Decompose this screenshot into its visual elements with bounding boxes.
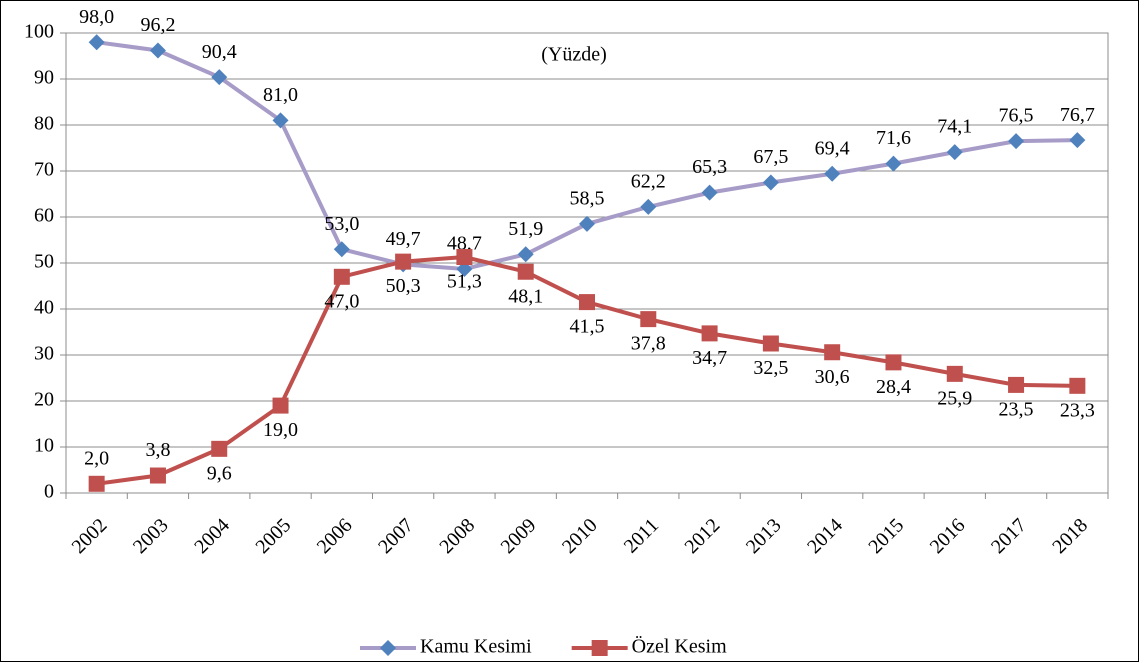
marker (1069, 377, 1086, 394)
data-label: 41,5 (570, 316, 605, 338)
legend-marker (591, 640, 608, 656)
data-label: 34,7 (692, 347, 727, 369)
annotation: (Yüzde) (541, 44, 607, 66)
data-label: 76,7 (1060, 104, 1095, 126)
marker (579, 294, 595, 311)
data-label: 65,3 (692, 156, 727, 178)
y-tick-label: 0 (44, 481, 54, 503)
data-label: 48,7 (447, 233, 482, 255)
marker (211, 69, 228, 86)
marker (824, 165, 841, 182)
y-tick-label: 20 (34, 389, 54, 411)
data-label: 51,9 (508, 218, 543, 240)
marker (333, 241, 350, 258)
legend-label: Özel Kesim (632, 635, 727, 658)
marker (1008, 133, 1025, 150)
marker (88, 475, 105, 492)
data-label: 9,6 (207, 462, 232, 484)
marker (824, 344, 841, 361)
data-label: 49,7 (386, 228, 421, 250)
y-tick-label: 60 (34, 205, 54, 227)
data-label: 23,5 (999, 398, 1034, 420)
legend-marker (380, 640, 396, 656)
data-label: 76,5 (999, 105, 1034, 127)
marker (149, 467, 166, 484)
legend-label: Kamu Kesimi (420, 636, 532, 658)
y-tick-label: 30 (34, 343, 54, 365)
y-tick-label: 80 (34, 113, 54, 135)
data-label: 23,3 (1060, 399, 1095, 421)
data-label: 81,0 (263, 84, 298, 106)
data-label: 28,4 (876, 376, 911, 398)
y-tick-label: 70 (34, 159, 54, 181)
data-label: 98,0 (79, 6, 114, 28)
data-label: 51,3 (447, 271, 482, 293)
marker (640, 198, 657, 215)
y-tick-label: 50 (34, 251, 54, 273)
data-label: 2,0 (84, 447, 109, 469)
marker (517, 263, 534, 280)
marker (579, 215, 595, 232)
y-tick-label: 100 (24, 21, 54, 43)
marker (517, 246, 534, 263)
marker (946, 144, 963, 161)
y-tick-label: 40 (34, 297, 54, 319)
marker (885, 354, 902, 371)
data-label: 19,0 (263, 419, 298, 441)
marker (946, 365, 963, 382)
marker (1069, 132, 1086, 149)
marker (885, 155, 902, 172)
marker (88, 34, 105, 51)
y-tick-label: 90 (34, 67, 54, 89)
data-label: 25,9 (937, 387, 972, 409)
data-label: 48,1 (508, 285, 543, 307)
marker (762, 174, 779, 191)
data-label: 62,2 (631, 170, 666, 192)
data-label: 47,0 (324, 290, 359, 312)
data-label: 3,8 (145, 439, 170, 461)
data-label: 67,5 (753, 146, 788, 168)
marker (701, 184, 718, 201)
data-label: 71,6 (876, 127, 911, 149)
marker (272, 397, 289, 414)
data-label: 53,0 (324, 213, 359, 235)
data-label: 32,5 (753, 357, 788, 379)
marker (456, 249, 473, 266)
data-label: 37,8 (631, 333, 666, 355)
data-label: 30,6 (815, 366, 850, 388)
marker (640, 311, 657, 328)
data-label: 74,1 (937, 116, 972, 138)
data-label: 58,5 (570, 187, 605, 209)
data-label: 50,3 (386, 275, 421, 297)
marker (395, 253, 412, 270)
marker (1008, 376, 1025, 393)
marker (272, 112, 289, 129)
data-label: 96,2 (140, 14, 175, 36)
data-label: 69,4 (815, 137, 850, 159)
y-tick-label: 10 (34, 435, 54, 457)
marker (701, 325, 718, 342)
data-label: 90,4 (202, 41, 237, 63)
marker (762, 335, 779, 352)
marker (333, 268, 350, 285)
marker (149, 42, 166, 59)
marker (211, 440, 228, 457)
